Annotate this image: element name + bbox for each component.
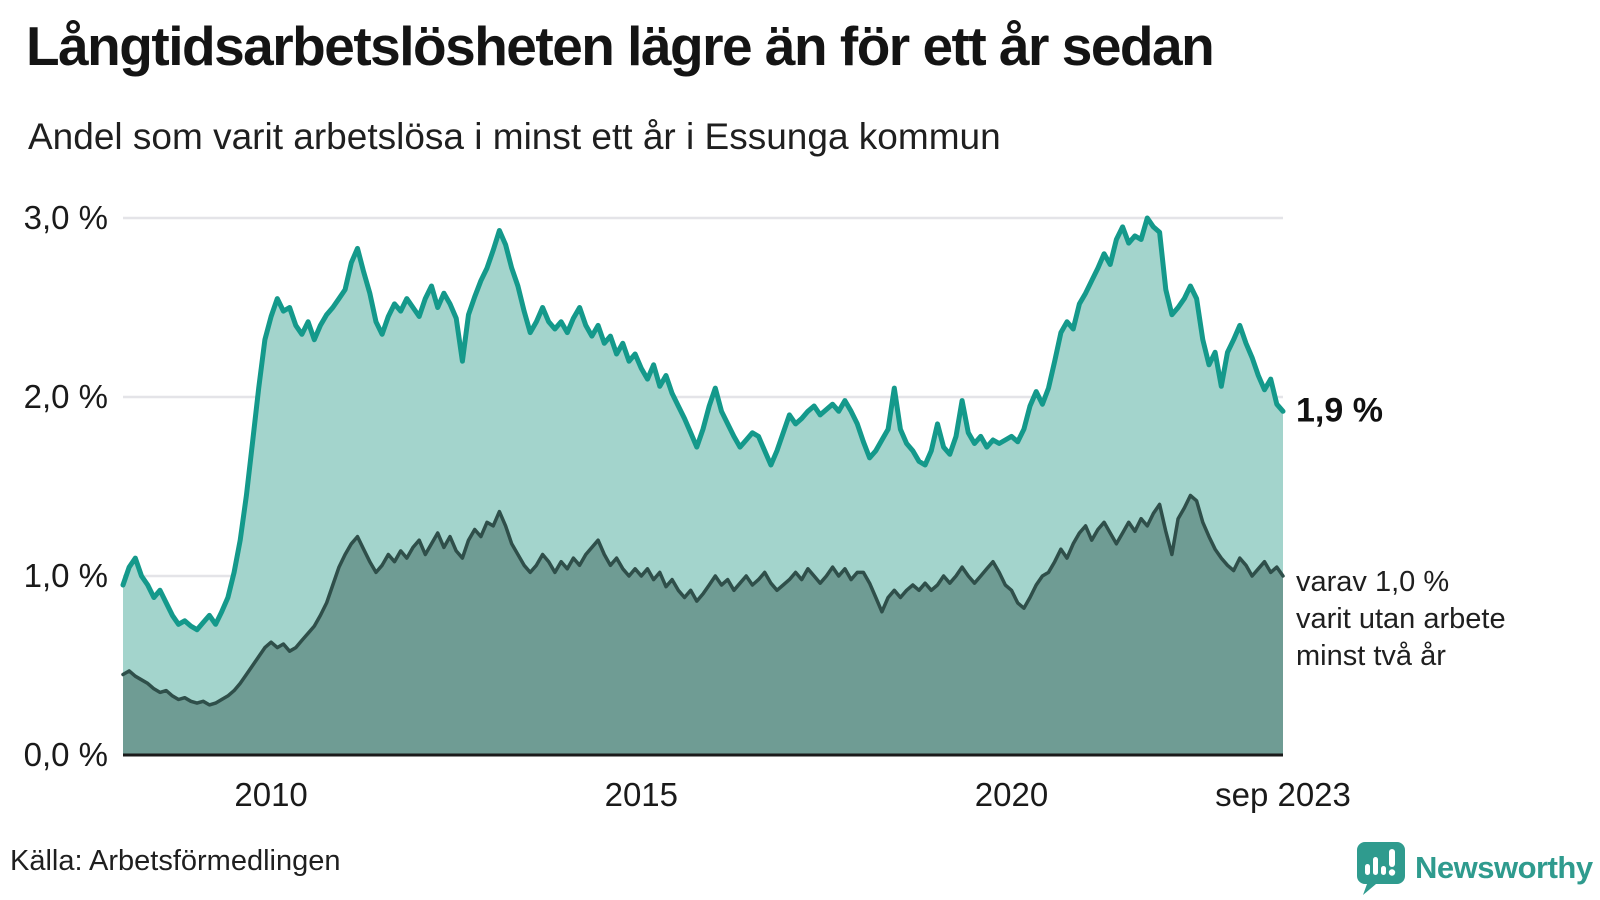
y-tick-label-1: 1,0 %: [23, 557, 108, 594]
x-tick-label-2010: 2010: [234, 776, 308, 813]
source-note: Källa: Arbetsförmedlingen: [10, 845, 341, 877]
y-tick-label-0: 0,0 %: [23, 736, 108, 773]
line-unemployed-two-years: [121, 493, 1285, 707]
y-tick-label-3: 3,0 %: [23, 199, 108, 236]
line-unemployed-one-year: [120, 215, 1286, 633]
x-tick-label-2015: 2015: [604, 776, 679, 813]
newsworthy-speech-bubble-chart-icon: [1357, 842, 1405, 895]
annotation-line-1: varav 1,0 %: [1296, 566, 1450, 598]
chart-subtitle: Andel som varit arbetslösa i minst ett å…: [28, 116, 1001, 157]
page-title: Långtidsarbetslösheten lägre än för ett …: [26, 15, 1215, 77]
latest-value-annotation: 1,9 %: [1296, 391, 1383, 430]
area-unemployed-two-years: [123, 495, 1283, 755]
annotation-line-2: varit utan arbete: [1296, 603, 1506, 635]
x-tick-label-sep-2023: sep 2023: [1215, 776, 1351, 813]
annotation-line-3: minst två år: [1296, 640, 1446, 672]
newsworthy-logo-text: Newsworthy: [1415, 850, 1593, 885]
two-year-share-annotation: varav 1,0 % varit utan arbete minst två …: [1296, 564, 1506, 675]
y-tick-label-2: 2,0 %: [23, 378, 108, 415]
x-tick-label-2020: 2020: [974, 776, 1049, 813]
newsworthy-logo: Newsworthy: [1354, 840, 1593, 896]
